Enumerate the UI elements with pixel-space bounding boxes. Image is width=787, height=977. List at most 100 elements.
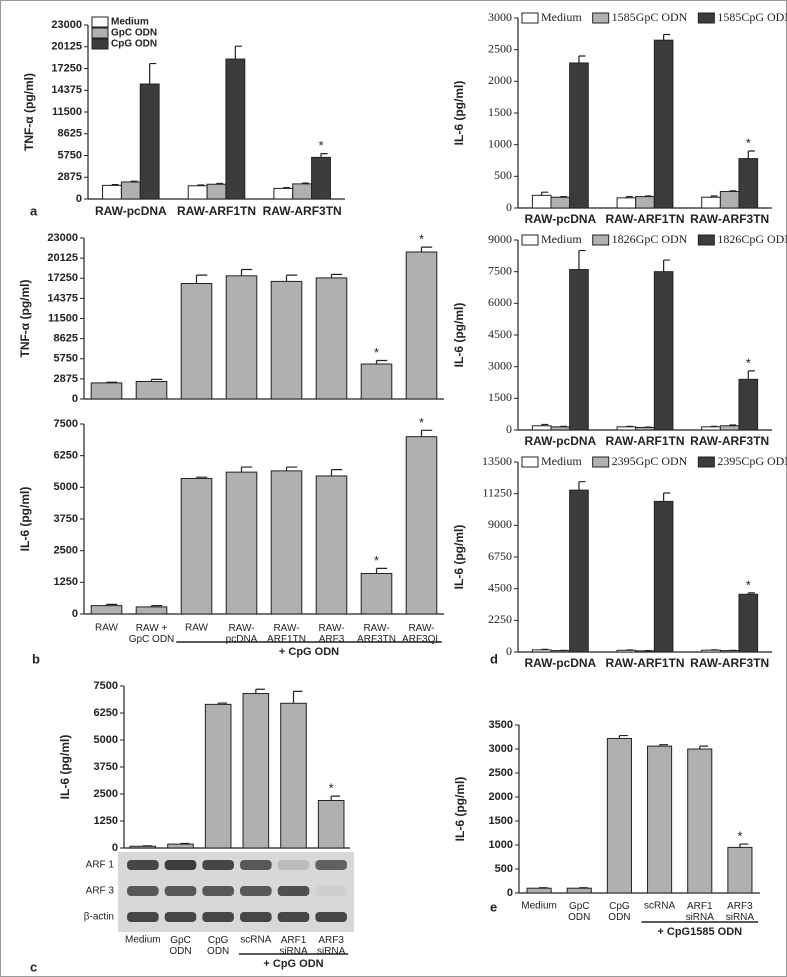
x-tick-label: RAW-ARF1TN [605,212,684,226]
group-label: + CpG ODN [279,646,339,658]
blot-band [277,860,310,870]
y-tick-label: 7500 [488,263,512,277]
significance-mark: * [318,138,323,153]
x-tick-label: RAW-ARF3TN [357,623,396,645]
y-axis-label: TNF-α (pg/ml) [22,73,36,151]
y-tick-label: 9000 [488,517,512,531]
legend-swatch [697,12,715,24]
blot-band [315,860,347,870]
bar [180,477,213,615]
error-bar [699,745,709,749]
legend-swatch [592,234,610,246]
y-tick-label: 0 [72,393,78,405]
error-bar [644,195,652,197]
bar [701,426,721,431]
y-tick-label: 3500 [489,719,513,731]
bar [653,500,674,653]
bar [204,703,232,849]
error-bar [130,180,138,182]
y-tick-label: 3750 [94,761,118,773]
error-bar [215,182,224,185]
blot-band [240,860,272,870]
x-tick-label: CpG ODN [608,901,630,923]
bar [635,426,655,431]
y-tick-label: 3000 [488,10,512,24]
panel-letter: e [490,899,497,914]
bar [280,702,307,849]
error-bar [285,274,298,282]
y-tick-label: 14375 [51,84,82,96]
y-tick-label: 5000 [54,481,78,493]
panel-letter: a [30,203,38,218]
error-bar [541,648,549,650]
error-bar [541,191,549,196]
x-tick-label: RAW + GpC ODN [129,623,175,645]
y-tick-label: 0 [506,422,512,436]
legend-swatch [91,38,109,50]
y-tick-label: 1250 [54,576,78,588]
error-bar [625,196,633,198]
x-tick-label: ARF1 siRNA [686,901,715,923]
y-tick-label: 4500 [488,580,512,594]
error-bar [559,196,567,198]
error-bar [149,62,157,85]
x-tick-label: CpG ODN [207,935,229,957]
error-bar [179,842,190,845]
error-bar [234,45,242,60]
y-tick-label: 2875 [58,171,82,183]
x-tick-label: Medium [125,935,161,946]
y-tick-label: 3000 [489,743,513,755]
blot-band [277,886,310,896]
x-tick-label: Medium [521,901,557,912]
error-bar [658,744,669,747]
bar [135,606,168,615]
bar [167,843,194,849]
bar [225,471,258,615]
legend-label: Medium [541,10,582,24]
y-tick-label: 500 [495,863,513,875]
x-tick-label: RAW [185,623,209,634]
y-tick-label: 2000 [488,73,512,87]
bar [738,158,759,209]
y-tick-label: 2500 [488,41,512,55]
legend-label: 2395GpC ODN [612,454,688,468]
legend-swatch [521,234,539,246]
x-tick-label: RAW-pcDNA [226,623,258,645]
significance-mark: * [746,135,751,150]
bar [647,745,673,894]
legend-swatch [592,456,610,468]
y-tick-label: 2000 [489,791,513,803]
bar [526,887,552,894]
blot-row-label: ARF 3 [86,886,115,897]
y-tick-label: 23000 [47,232,78,244]
significance-mark: * [374,345,379,360]
error-bar [255,688,265,694]
bar [129,845,157,849]
legend-swatch [521,12,539,24]
error-bar [330,795,341,801]
y-tick-label: 17250 [51,62,82,74]
y-tick-label: 7500 [54,418,78,430]
error-bar [618,734,628,739]
legend-label: CpG ODN [111,39,157,50]
legend-swatch [91,27,109,39]
y-tick-label: 1000 [488,136,512,150]
y-axis-label: IL-6 (pg/ml) [452,525,466,590]
y-tick-label: 6000 [488,295,512,309]
x-tick-label: RAW-ARF1TN [605,656,684,670]
x-tick-label: ARF1 siRNA [279,935,308,957]
error-bar [320,153,328,158]
blot-band [127,886,159,896]
x-tick-label: RAW-ARF3 [318,623,344,645]
y-tick-label: 500 [494,168,512,182]
error-bar [150,378,163,382]
blot-band [202,912,234,922]
y-tick-label: 2875 [54,373,78,385]
y-tick-label: 0 [506,200,512,214]
blot-row-label: β-actin [84,912,114,923]
significance-mark: * [746,355,751,370]
blot-band [127,912,159,922]
bar [360,363,393,400]
blot-band [164,912,197,922]
